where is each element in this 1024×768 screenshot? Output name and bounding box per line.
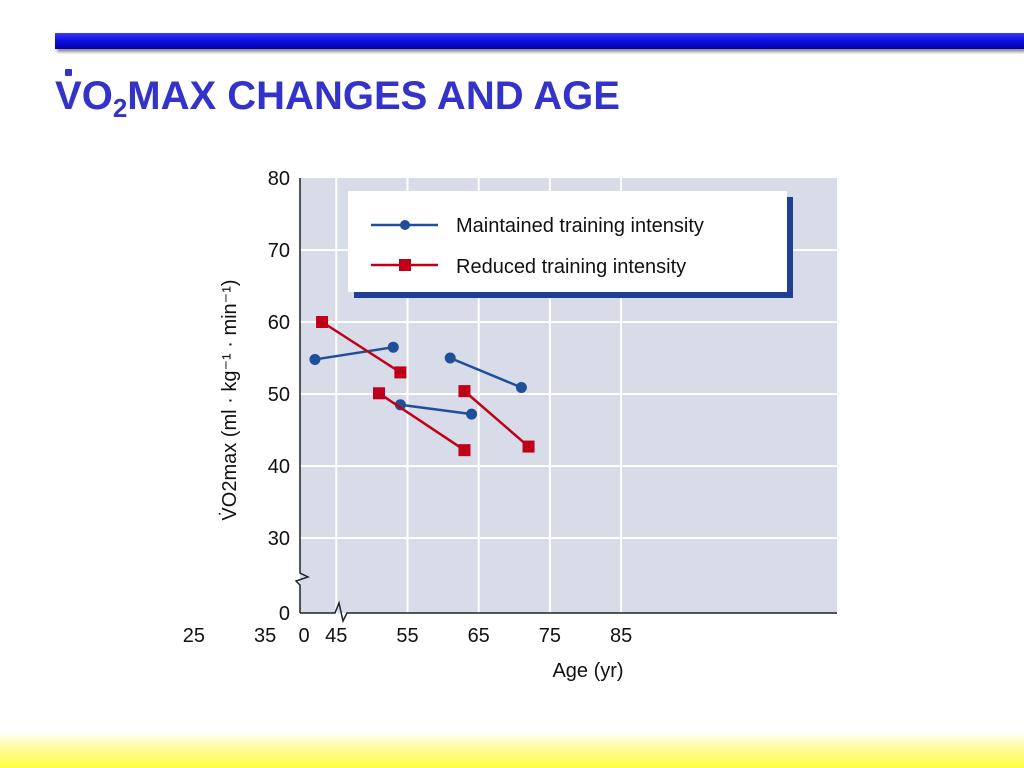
series-1-segment (378, 392, 466, 452)
y-tick-label: 30 (268, 528, 290, 550)
x-tick-label: 75 (539, 625, 561, 647)
y-tick-label: 80 (268, 168, 290, 190)
x-tick-label: 85 (610, 625, 632, 647)
tick-labels: 0 25 35 45 55 65 75 85 0 30 40 50 60 70 80 (183, 168, 632, 647)
series-0-segment (400, 403, 472, 416)
footer-accent-bar (0, 732, 1024, 768)
legend-reduced-label: Reduced training intensity (456, 256, 686, 278)
series-1-point (458, 385, 471, 398)
series-0-segment (314, 345, 394, 361)
y-tick-label: 0 (279, 603, 290, 625)
series-0-segment (449, 356, 522, 389)
title-o: O (81, 74, 113, 118)
x-tick-label: 45 (325, 625, 347, 647)
x-tick-label: 65 (468, 625, 490, 647)
series-1-segment (321, 320, 402, 374)
title-rest: MAX CHANGES AND AGE (127, 74, 620, 118)
y-tick-label: 50 (268, 384, 290, 406)
series-0-point (387, 341, 399, 353)
series-1-point (373, 387, 386, 400)
series-1-point (458, 444, 471, 457)
x-tick-label: 55 (396, 625, 418, 647)
y-axis-label: V̇O2max (ml · kg⁻¹ · min⁻¹) (219, 279, 241, 520)
title-v-dot: V (55, 69, 82, 118)
y-tick-label: 60 (268, 312, 290, 334)
series-1-point (394, 366, 407, 379)
x-axis-line (300, 600, 837, 624)
x-tick-label: 35 (254, 625, 276, 647)
series-1-segment (463, 390, 530, 448)
chart-axes (294, 178, 837, 624)
slide-title: VO2MAX CHANGES AND AGE (55, 69, 620, 123)
title-accent-bar (55, 33, 1024, 49)
series-1-point (522, 440, 535, 453)
y-tick-label: 70 (268, 240, 290, 262)
series-0-point (515, 382, 527, 394)
x-tick-label: 25 (183, 625, 205, 647)
title-subscript: 2 (112, 93, 128, 123)
series-0-point (444, 352, 456, 364)
legend-box (348, 191, 787, 292)
legend: Maintained training intensity Reduced tr… (348, 191, 793, 298)
legend-maintained-label: Maintained training intensity (456, 215, 704, 237)
series-0-point (309, 353, 321, 365)
y-tick-label: 40 (268, 456, 290, 478)
legend-reduced-marker (399, 259, 411, 271)
series-0-point (466, 408, 478, 420)
x-axis-label: Age (yr) (552, 660, 623, 682)
x-tick-label: 0 (298, 625, 309, 647)
series-1-point (316, 316, 329, 328)
series-0-point (394, 399, 406, 411)
y-axis-line (294, 178, 310, 613)
series-layer (309, 316, 535, 457)
legend-maintained-marker (400, 220, 410, 230)
